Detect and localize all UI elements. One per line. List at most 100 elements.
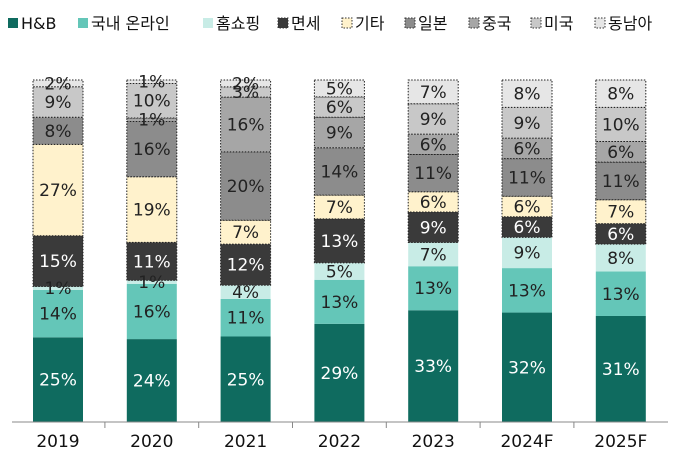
data-label-2025F-4: 7% <box>607 203 634 223</box>
bar-segment-2022-3 <box>313 218 365 264</box>
bar-segment-2023-7 <box>407 103 459 135</box>
data-label-2021-8: 2% <box>232 74 259 94</box>
data-label-2025F-1: 13% <box>602 285 640 305</box>
data-label-2025F-5: 11% <box>602 172 640 192</box>
data-label-2025F-0: 31% <box>602 360 640 380</box>
data-label-2019-4: 27% <box>39 181 77 201</box>
legend: H&B 국내 온라인 홈쇼핑 면세 기타 일본 중국 미국 동남아 <box>8 14 652 33</box>
bar-segment-2021-0 <box>220 336 271 422</box>
bar-segment-2019-2 <box>33 286 83 290</box>
x-tick-label-2021: 2021 <box>224 432 267 452</box>
bar-segment-2024F-2 <box>502 237 552 269</box>
bar-segment-2021-2 <box>220 285 271 299</box>
legend-label-1: 국내 온라인 <box>91 14 170 33</box>
data-label-2022-4: 7% <box>326 198 353 218</box>
data-label-2023-2: 7% <box>420 245 447 265</box>
data-label-2021-0: 25% <box>227 370 265 390</box>
data-label-2022-7: 6% <box>326 98 353 118</box>
data-label-2019-1: 14% <box>39 305 77 325</box>
data-label-2022-8: 5% <box>326 79 353 99</box>
data-label-2021-2: 4% <box>232 283 259 303</box>
bar-segment-2020-8 <box>126 79 178 84</box>
bar-segment-2021-1 <box>220 298 271 337</box>
data-label-2020-5: 16% <box>133 140 171 160</box>
legend-swatch-3 <box>277 17 289 29</box>
data-label-2021-6: 16% <box>227 115 265 135</box>
bar-segment-2020-0 <box>126 339 177 422</box>
data-label-2025F-3: 6% <box>607 225 634 245</box>
data-label-2021-5: 20% <box>227 177 265 197</box>
data-label-2022-6: 9% <box>326 123 353 143</box>
data-label-2021-3: 12% <box>227 256 265 276</box>
legend-swatch-0 <box>8 18 18 28</box>
bar-segment-2025F-5 <box>595 161 647 201</box>
data-label-2021-7: 3% <box>232 83 259 103</box>
legend-swatch-5 <box>404 17 416 29</box>
data-label-2024F-6: 6% <box>514 139 541 159</box>
bar-segment-2019-8 <box>32 79 84 88</box>
x-tick-label-2019: 2019 <box>36 432 79 452</box>
data-label-2019-2: 1% <box>45 279 72 299</box>
bars: 25%14%1%15%27%8%9%2%24%16%1%11%19%16%1%1… <box>32 73 647 422</box>
bar-segment-2025F-1 <box>595 271 646 316</box>
legend-label-3: 면세 <box>291 14 320 33</box>
data-label-2020-7: 10% <box>133 92 171 112</box>
data-label-2024F-0: 32% <box>508 358 546 378</box>
bar-segment-2023-2 <box>408 242 459 267</box>
legend-label-0: H&B <box>21 14 56 33</box>
x-tick-label-2020: 2020 <box>130 432 173 452</box>
data-label-2023-0: 33% <box>414 357 452 377</box>
legend-swatch-6 <box>468 17 480 29</box>
x-tick-label-2022: 2022 <box>318 432 361 452</box>
legend-swatch-8 <box>594 17 606 29</box>
data-label-2019-7: 9% <box>45 93 72 113</box>
bar-segment-2024F-1 <box>502 268 552 313</box>
data-label-2022-3: 13% <box>321 232 359 252</box>
data-label-2023-7: 9% <box>420 110 447 130</box>
bar-segment-2024F-0 <box>502 312 552 422</box>
x-axis-ticks: 2019 2020 2021 2022 2023 2024F 2025F <box>36 422 647 452</box>
data-label-2025F-7: 10% <box>602 115 640 135</box>
data-label-2019-3: 15% <box>39 252 77 272</box>
data-label-2024F-4: 6% <box>514 198 541 218</box>
data-label-2024F-2: 9% <box>514 244 541 264</box>
data-label-2020-2: 1% <box>138 273 165 293</box>
data-label-2024F-3: 6% <box>514 218 541 238</box>
legend-label-4: 기타 <box>355 14 385 33</box>
data-label-2019-8: 2% <box>45 74 72 94</box>
bar-segment-2022-8 <box>313 79 365 98</box>
data-label-2022-0: 29% <box>321 364 359 384</box>
data-label-2024F-5: 11% <box>508 168 546 188</box>
x-tick-label-2024F: 2024F <box>500 432 553 452</box>
data-label-2023-5: 11% <box>414 164 452 184</box>
data-label-2025F-8: 8% <box>607 85 634 105</box>
bar-segment-2019-1 <box>33 289 83 338</box>
data-label-2024F-7: 9% <box>514 114 541 134</box>
data-label-2021-1: 11% <box>227 309 265 329</box>
bar-segment-2021-8 <box>220 79 272 88</box>
bar-segment-2024F-8 <box>501 79 553 108</box>
data-label-2025F-6: 6% <box>607 143 634 163</box>
legend-swatch-1 <box>78 18 88 28</box>
data-label-2020-3: 11% <box>133 252 171 272</box>
data-label-2021-4: 7% <box>232 223 259 243</box>
data-label-2024F-8: 8% <box>514 85 541 105</box>
bar-segment-2023-1 <box>408 266 459 311</box>
data-label-2020-4: 19% <box>133 201 171 221</box>
data-label-2023-1: 13% <box>414 279 452 299</box>
data-label-2023-8: 7% <box>420 83 447 103</box>
bar-segment-2020-1 <box>126 283 177 340</box>
data-label-2020-8: 1% <box>138 73 165 93</box>
x-tick-label-2023: 2023 <box>412 432 455 452</box>
data-label-2020-1: 16% <box>133 302 171 322</box>
data-label-2020-0: 24% <box>133 372 171 392</box>
bar-segment-2020-3 <box>126 241 178 281</box>
data-label-2023-6: 6% <box>420 135 447 155</box>
bar-segment-2023-0 <box>408 310 459 422</box>
data-label-2023-4: 6% <box>420 193 447 213</box>
legend-label-8: 동남아 <box>608 14 652 33</box>
legend-swatch-2 <box>203 18 213 28</box>
bar-segment-2025F-0 <box>595 315 646 422</box>
bar-segment-2021-6 <box>220 96 272 153</box>
